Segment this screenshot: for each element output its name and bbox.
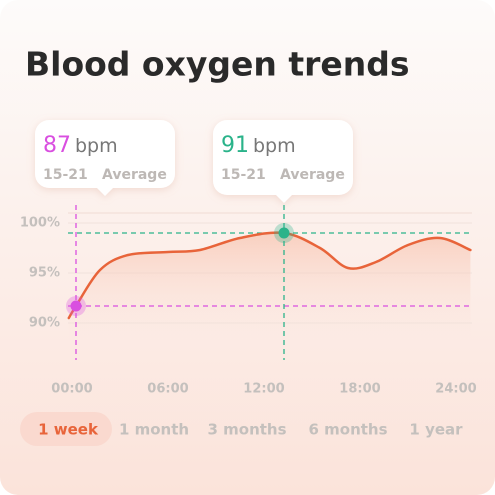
tooltip-value: 91 bpm (221, 133, 296, 158)
tooltip-label: Average (102, 167, 167, 183)
marker (70, 300, 82, 312)
reading: 87 (43, 133, 71, 158)
tab[interactable]: 1 year (409, 421, 463, 439)
tab[interactable]: 3 months (207, 421, 286, 439)
tooltip-value: 87 bpm (43, 133, 118, 158)
area (68, 232, 471, 343)
title: Blood oxygen trends (25, 45, 410, 84)
y-tick-label: 90% (29, 316, 60, 331)
x-tick-label: 00:00 (51, 382, 92, 397)
tooltip-range: 15-21 (221, 167, 266, 183)
tab-active-bg (20, 412, 112, 446)
tooltip-label: Average (280, 167, 345, 183)
unit: bpm (253, 135, 296, 157)
line (67, 231, 472, 320)
x-tick-label: 06:00 (147, 382, 188, 397)
unit: bpm (75, 135, 118, 157)
x-tick-label: 18:00 (339, 382, 380, 397)
tooltip: 91 bpm 15-21 Average (213, 120, 353, 203)
tooltip-range: 15-21 (43, 167, 88, 183)
tooltip-box (35, 120, 175, 196)
tab[interactable]: 1 month (119, 421, 189, 439)
y-tick-label: 95% (29, 266, 60, 281)
x-tick-label: 24:00 (435, 382, 476, 397)
tab[interactable]: 1 week (38, 421, 99, 439)
x-tick-label: 12:00 (243, 382, 284, 397)
tooltip: 87 bpm 15-21 Average (35, 120, 175, 196)
marker (278, 227, 290, 239)
tab[interactable]: 6 months (308, 421, 387, 439)
y-tick-label: 100% (20, 216, 60, 231)
tooltip-box (213, 120, 353, 203)
reading: 91 (221, 133, 249, 158)
